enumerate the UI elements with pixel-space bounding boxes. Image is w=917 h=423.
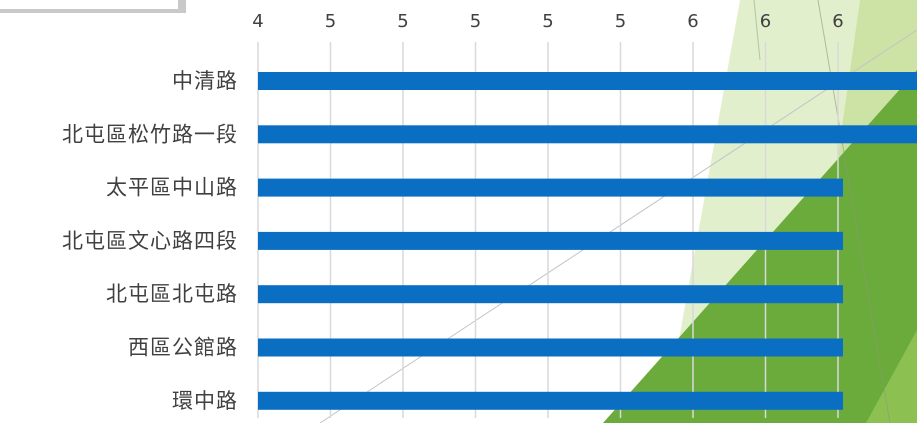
top-tab-decoration — [0, 0, 186, 13]
category-label: 北屯區文心路四段 — [62, 229, 238, 253]
category-label: 環中路 — [172, 389, 238, 413]
x-tick-label: 6 — [760, 11, 771, 32]
x-tick-label: 5 — [397, 11, 408, 32]
x-tick-label: 6 — [687, 11, 698, 32]
bar — [258, 178, 843, 197]
bar — [258, 338, 843, 357]
x-tick-label: 6 — [832, 11, 843, 32]
bars — [258, 72, 917, 410]
top-tab-inner — [0, 0, 178, 9]
x-axis-ticks: 4 5 5 5 5 5 6 6 6 — [252, 11, 843, 32]
category-label: 西區公館路 — [128, 336, 238, 360]
decor-line-steep — [817, 0, 891, 423]
decor-line-light — [753, 0, 761, 61]
x-tick-label: 5 — [325, 11, 336, 32]
bar — [258, 72, 917, 90]
category-label: 太平區中山路 — [106, 176, 238, 200]
decor-line-diagonal — [319, 29, 917, 423]
x-tick-label: 5 — [470, 11, 481, 32]
x-tick-label: 4 — [252, 11, 263, 32]
x-tick-label: 5 — [615, 11, 626, 32]
category-label: 北屯區北屯路 — [106, 282, 238, 306]
bar — [258, 231, 843, 250]
green-panel-mid — [866, 330, 917, 423]
category-label: 北屯區松竹路一段 — [62, 122, 238, 146]
bar — [258, 285, 843, 304]
x-tick-label: 5 — [542, 11, 553, 32]
bar — [258, 391, 843, 410]
bar — [258, 125, 917, 144]
grid-lines — [257, 42, 839, 418]
category-label: 中清路 — [172, 69, 238, 93]
